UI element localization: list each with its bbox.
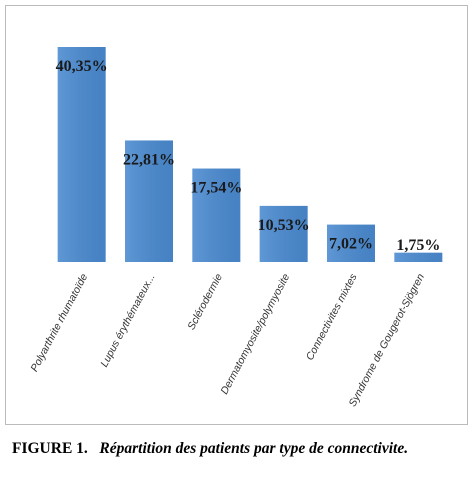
bar-shade bbox=[125, 140, 173, 262]
bar-shade bbox=[259, 205, 308, 262]
caption-text: Répartition des patients par type de con… bbox=[99, 440, 409, 457]
bar-shade bbox=[57, 47, 106, 262]
data-label: 1,75% bbox=[396, 237, 440, 254]
caption: FIGURE 1. Répartition des patients par t… bbox=[12, 438, 452, 459]
caption-label: FIGURE 1. bbox=[12, 440, 88, 457]
data-label: 7,02% bbox=[329, 236, 373, 253]
bar-shade bbox=[394, 252, 443, 262]
bar-shade bbox=[327, 224, 375, 262]
chart: 40,35%Polyarthrite rhumatoïde22,81%Lupus… bbox=[5, 5, 468, 425]
data-label: 10,53% bbox=[258, 217, 310, 234]
bar-shade bbox=[192, 168, 241, 262]
data-label: 40,35% bbox=[56, 58, 108, 75]
data-label: 22,81% bbox=[123, 151, 175, 168]
data-label: 17,54% bbox=[190, 180, 242, 197]
